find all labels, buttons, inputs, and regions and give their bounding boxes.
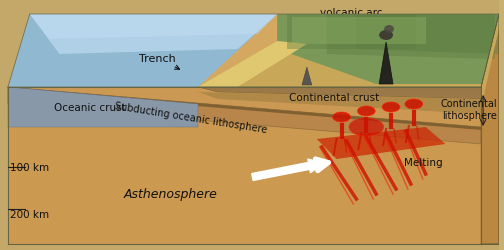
- Text: Asthenosphere: Asthenosphere: [124, 188, 218, 201]
- Polygon shape: [8, 88, 198, 128]
- Polygon shape: [287, 15, 416, 50]
- Polygon shape: [198, 15, 499, 88]
- Polygon shape: [481, 15, 499, 244]
- Polygon shape: [8, 15, 499, 88]
- Ellipse shape: [384, 26, 394, 34]
- Ellipse shape: [349, 118, 384, 136]
- Text: Continental
lithosphere: Continental lithosphere: [441, 99, 497, 120]
- Polygon shape: [277, 15, 499, 85]
- Text: 200 km: 200 km: [10, 209, 49, 219]
- Polygon shape: [8, 128, 481, 244]
- Ellipse shape: [333, 112, 350, 122]
- Text: Melting: Melting: [404, 157, 443, 167]
- Polygon shape: [481, 15, 499, 108]
- Ellipse shape: [379, 31, 393, 41]
- Polygon shape: [8, 88, 481, 244]
- Polygon shape: [198, 42, 307, 88]
- Polygon shape: [198, 88, 481, 100]
- Ellipse shape: [382, 102, 400, 113]
- Polygon shape: [8, 15, 277, 88]
- Ellipse shape: [405, 100, 423, 110]
- Polygon shape: [302, 68, 312, 86]
- Text: Trench: Trench: [139, 54, 179, 70]
- Polygon shape: [292, 18, 426, 45]
- Text: volcanic arc: volcanic arc: [320, 8, 383, 18]
- Polygon shape: [30, 15, 277, 40]
- Polygon shape: [379, 43, 393, 85]
- Polygon shape: [327, 15, 495, 60]
- Polygon shape: [8, 88, 481, 144]
- Ellipse shape: [357, 106, 375, 117]
- FancyArrow shape: [252, 159, 324, 181]
- Text: Subducting oceanic lithosphere: Subducting oceanic lithosphere: [114, 100, 268, 134]
- Polygon shape: [356, 15, 499, 55]
- Text: Continental crust: Continental crust: [289, 93, 380, 102]
- Polygon shape: [8, 88, 481, 130]
- Polygon shape: [198, 93, 481, 114]
- Polygon shape: [30, 15, 277, 55]
- Text: 100 km: 100 km: [10, 162, 49, 172]
- Text: Oceanic crust: Oceanic crust: [54, 102, 126, 113]
- Polygon shape: [317, 128, 446, 159]
